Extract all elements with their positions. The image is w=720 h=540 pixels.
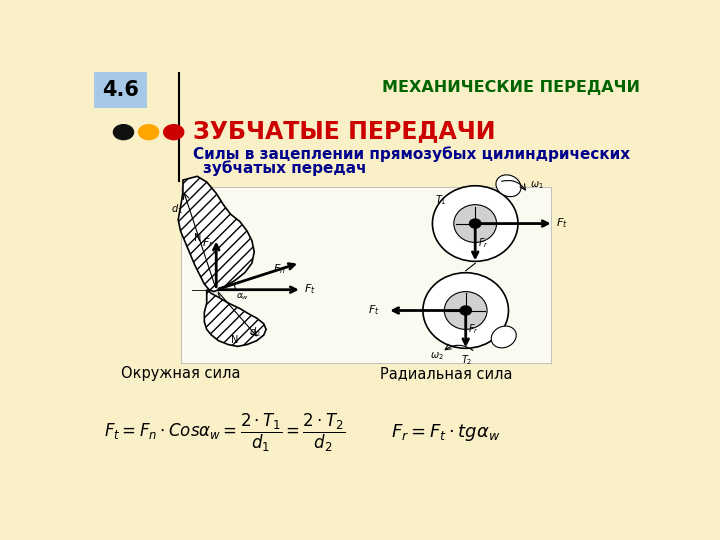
Text: N: N bbox=[230, 335, 238, 345]
Ellipse shape bbox=[444, 292, 487, 329]
Text: ЗУБЧАТЫЕ ПЕРЕДАЧИ: ЗУБЧАТЫЕ ПЕРЕДАЧИ bbox=[193, 119, 496, 143]
Polygon shape bbox=[204, 289, 266, 347]
Polygon shape bbox=[179, 177, 254, 292]
Text: $d_1$: $d_1$ bbox=[171, 202, 183, 216]
Circle shape bbox=[114, 125, 133, 140]
Text: $F_r$: $F_r$ bbox=[202, 236, 214, 250]
Text: 4.6: 4.6 bbox=[102, 80, 138, 100]
Text: $F_t$: $F_t$ bbox=[304, 282, 316, 296]
Text: $F_r$: $F_r$ bbox=[477, 236, 488, 250]
Text: $F_n$: $F_n$ bbox=[273, 262, 286, 276]
Text: Силы в зацеплении прямозубых цилиндрических: Силы в зацеплении прямозубых цилиндричес… bbox=[193, 146, 630, 162]
Text: $T_1$: $T_1$ bbox=[435, 193, 446, 207]
Text: $F_t$: $F_t$ bbox=[556, 217, 567, 231]
Ellipse shape bbox=[423, 273, 508, 348]
Text: МЕХАНИЧЕСКИЕ ПЕРЕДАЧИ: МЕХАНИЧЕСКИЕ ПЕРЕДАЧИ bbox=[382, 80, 639, 95]
Text: зубчатых передач: зубчатых передач bbox=[204, 160, 367, 176]
Text: $\omega_1$: $\omega_1$ bbox=[530, 180, 544, 192]
Circle shape bbox=[163, 125, 184, 140]
Circle shape bbox=[138, 125, 158, 140]
Text: $T_2$: $T_2$ bbox=[461, 353, 472, 367]
FancyBboxPatch shape bbox=[181, 187, 552, 363]
Text: N: N bbox=[194, 233, 201, 242]
Text: $F_r$: $F_r$ bbox=[468, 322, 479, 336]
Circle shape bbox=[469, 219, 481, 228]
Text: $F_t$: $F_t$ bbox=[369, 303, 380, 318]
Text: Радиальная сила: Радиальная сила bbox=[380, 366, 513, 381]
Text: $F_r = F_t \cdot tg\alpha_w$: $F_r = F_t \cdot tg\alpha_w$ bbox=[392, 422, 500, 443]
Ellipse shape bbox=[433, 186, 518, 261]
Ellipse shape bbox=[454, 205, 497, 242]
Text: $d_2$: $d_2$ bbox=[250, 325, 261, 339]
Text: $\alpha_w$: $\alpha_w$ bbox=[236, 291, 249, 301]
FancyBboxPatch shape bbox=[94, 72, 147, 109]
Text: $F_t = F_n \cdot Cos\alpha_w = \dfrac{2 \cdot T_1}{d_1} = \dfrac{2 \cdot T_2}{d_: $F_t = F_n \cdot Cos\alpha_w = \dfrac{2 … bbox=[104, 411, 346, 454]
Ellipse shape bbox=[491, 326, 516, 348]
Text: Окружная сила: Окружная сила bbox=[121, 366, 240, 381]
Ellipse shape bbox=[496, 175, 521, 197]
Text: $\omega_2$: $\omega_2$ bbox=[430, 350, 444, 362]
Circle shape bbox=[460, 306, 472, 315]
